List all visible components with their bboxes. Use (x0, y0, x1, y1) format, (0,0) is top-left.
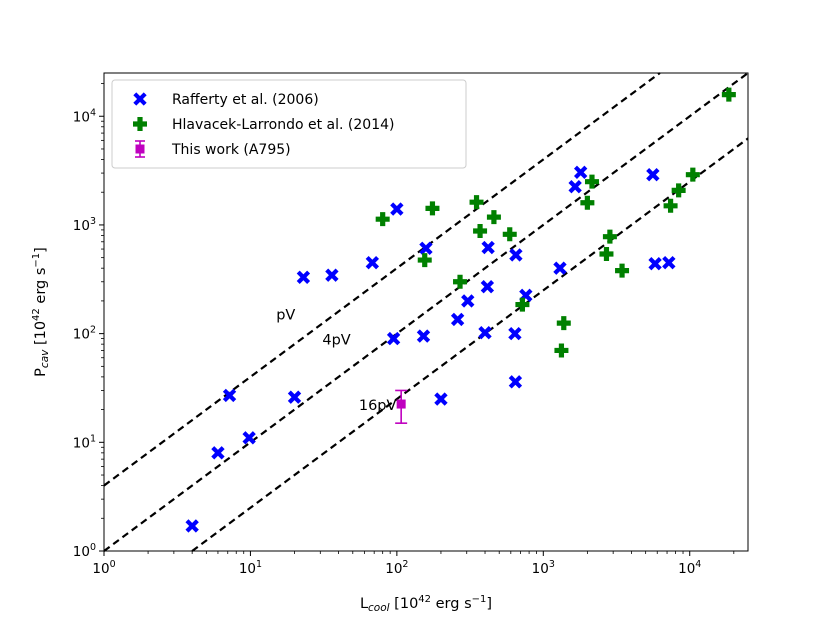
rafferty-point (662, 255, 676, 270)
legend-label-hlavacek: Hlavacek-Larrondo et al. (2014) (172, 117, 394, 133)
hlavacek-point (580, 195, 595, 210)
line-label-4pv: 4pV (322, 333, 350, 349)
rafferty-point (419, 241, 433, 255)
series-this-work (395, 389, 408, 424)
rafferty-point (573, 165, 588, 179)
rafferty-point (325, 268, 339, 282)
rafferty-point (185, 519, 199, 533)
rafferty-point (296, 270, 311, 284)
reference-line-4pv (103, 72, 749, 552)
x-tick-label: 104 (678, 559, 701, 577)
rafferty-point (450, 312, 465, 327)
hlavacek-point (615, 263, 630, 278)
hlavacek-point (515, 297, 530, 312)
legend-label-this-work: This work (A795) (171, 142, 291, 158)
hlavacek-point (721, 87, 736, 102)
rafferty-point (211, 446, 225, 460)
rafferty-point (568, 179, 582, 194)
rafferty-point (365, 255, 380, 270)
rafferty-point (480, 280, 495, 294)
hlavacek-point (486, 210, 501, 225)
x-tick-label: 100 (92, 559, 115, 577)
rafferty-point (478, 326, 492, 340)
hlavacek-point (584, 174, 599, 189)
legend-square-marker (135, 144, 145, 154)
hlavacek-point (556, 316, 571, 331)
rafferty-point (416, 329, 431, 343)
legend-marker-this-work (135, 140, 145, 158)
y-tick-label: 100 (73, 542, 96, 560)
legend: Rafferty et al. (2006) Hlavacek-Larrondo… (111, 79, 467, 169)
this-work-point (396, 399, 406, 409)
reference-lines (103, 72, 749, 552)
hlavacek-point (599, 247, 614, 262)
hlavacek-point (602, 229, 617, 244)
hlavacek-point (417, 253, 432, 268)
hlavacek-point (425, 201, 440, 216)
hlavacek-point (663, 198, 678, 213)
legend-marker-rafferty (133, 92, 147, 106)
hlavacek-point (375, 212, 390, 227)
rafferty-point (648, 257, 662, 271)
rafferty-point (553, 261, 567, 275)
hlavacek-point (473, 223, 488, 238)
line-label-16pv: 16pV (359, 398, 397, 414)
rafferty-point (390, 202, 404, 216)
x-tick-label: 101 (239, 559, 262, 577)
plot-frame (103, 72, 749, 552)
y-tick-label: 102 (73, 325, 96, 343)
legend-label-rafferty: Rafferty et al. (2006) (172, 92, 319, 108)
hlavacek-point (685, 167, 700, 182)
rafferty-point (508, 375, 523, 389)
legend-box (111, 79, 467, 169)
data-points (185, 87, 736, 533)
rafferty-point (242, 431, 256, 445)
x-tick-label: 102 (385, 559, 408, 577)
rafferty-point (646, 167, 660, 182)
reference-line-16pv (191, 137, 749, 552)
x-tick-label: 103 (532, 559, 555, 577)
rafferty-point (509, 248, 523, 262)
hlavacek-point (453, 274, 468, 289)
series-rafferty (185, 165, 676, 533)
rafferty-point (461, 294, 475, 308)
rafferty-point (434, 392, 448, 406)
rafferty-point (222, 388, 237, 403)
hlavacek-point (554, 343, 569, 358)
rafferty-point (287, 390, 302, 404)
rafferty-point (508, 326, 522, 341)
y-axis-label: Pcav [1042 erg s−1] (31, 247, 51, 377)
x-axis-label: Lcool [1042 erg s−1] (360, 594, 492, 614)
axis-ticks: 100 101 102 103 104 100 101 102 103 104 (73, 83, 735, 577)
hlavacek-point (671, 183, 686, 198)
series-hlavacek (375, 87, 736, 358)
y-tick-label: 103 (73, 216, 96, 234)
hlavacek-point (502, 227, 517, 242)
legend-marker-hlavacek (133, 117, 147, 131)
legend-plus-marker (133, 117, 147, 131)
legend-x-marker (133, 92, 147, 106)
line-label-pv: pV (276, 307, 295, 323)
reference-line-pv (103, 72, 661, 487)
y-tick-label: 104 (73, 107, 96, 125)
rafferty-point (386, 331, 401, 346)
hlavacek-point (469, 195, 484, 210)
rafferty-point (481, 240, 495, 255)
y-tick-label: 101 (73, 433, 96, 451)
